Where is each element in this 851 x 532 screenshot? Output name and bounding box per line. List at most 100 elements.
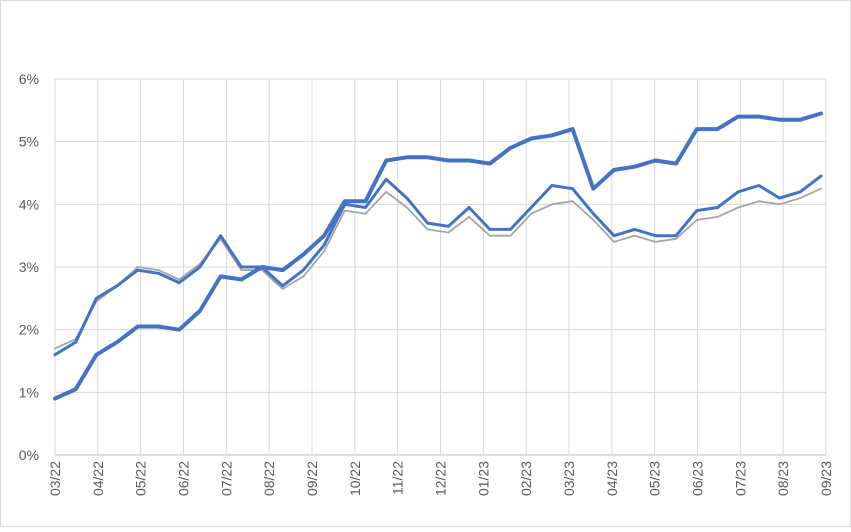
- series-2-point: [592, 212, 595, 215]
- series-3-point: [696, 219, 698, 221]
- series-1-point: [74, 388, 77, 391]
- series-2-point: [675, 234, 677, 237]
- y-axis-tick-labels: 0% 1% 2% 3% 4% 5% 6%: [19, 71, 39, 463]
- x-tick-label: 05/23: [647, 461, 663, 496]
- y-tick-label: 4%: [19, 196, 39, 212]
- x-tick-label: 07/22: [218, 461, 234, 496]
- series-3-point: [778, 203, 781, 206]
- series-1-point: [240, 278, 243, 281]
- series-1-point: [778, 118, 781, 121]
- series-2-point: [323, 244, 325, 246]
- x-tick-label: 09/23: [818, 461, 834, 496]
- series-3-point: [592, 219, 595, 221]
- series-2-point: [385, 178, 388, 181]
- series-1-point: [406, 156, 408, 159]
- series-1-point: [551, 134, 553, 137]
- x-tick-label: 08/22: [261, 461, 277, 496]
- series-3-point: [633, 234, 636, 237]
- series-2-point: [654, 234, 657, 237]
- series-1-point: [799, 118, 802, 121]
- series-1-point: [261, 266, 263, 268]
- series-3-point: [468, 216, 470, 218]
- x-tick-label: 03/22: [47, 461, 63, 496]
- series-1-point: [137, 325, 139, 328]
- series-3-point: [406, 206, 408, 209]
- series-3-point: [385, 191, 388, 193]
- x-tick-label: 05/22: [133, 461, 149, 496]
- series-2-point: [54, 353, 56, 356]
- y-tick-label: 0%: [19, 447, 39, 463]
- series-1-point: [281, 269, 284, 271]
- series-1-point: [737, 115, 739, 118]
- series-2-point: [406, 197, 408, 199]
- series-2-point: [178, 281, 180, 284]
- series-3-point: [551, 203, 553, 206]
- y-tick-label: 6%: [19, 71, 39, 87]
- y-tick-label: 1%: [19, 384, 39, 400]
- series-1-point: [820, 112, 822, 115]
- series-1-point: [178, 328, 180, 331]
- series-3-point: [261, 269, 263, 271]
- series-2-point: [468, 206, 470, 209]
- series-2-point: [240, 266, 243, 268]
- series-1-point: [364, 200, 367, 202]
- series-3-point: [447, 231, 450, 234]
- series-1-point: [54, 397, 56, 400]
- series-line-3: [54, 187, 822, 350]
- series-2-point: [95, 297, 98, 300]
- series-1-point: [302, 253, 305, 256]
- series-1-point: [95, 353, 98, 356]
- series-3-point: [302, 275, 305, 278]
- series-1-point: [592, 187, 595, 190]
- series-2-point: [509, 228, 512, 231]
- series-1-point: [323, 234, 325, 237]
- series-1-point: [675, 162, 677, 165]
- x-tick-label: 09/22: [304, 461, 320, 496]
- series-1-point: [613, 169, 615, 171]
- x-tick-label: 08/23: [775, 461, 791, 496]
- series-2-point: [737, 191, 739, 193]
- series-3-point: [799, 197, 802, 199]
- series-1-point: [571, 128, 574, 130]
- series-3-point: [820, 187, 822, 190]
- x-tick-label: 04/22: [90, 461, 106, 496]
- series-line-1: [53, 111, 823, 401]
- series-1-point: [116, 341, 118, 344]
- series-1-point: [199, 310, 201, 312]
- series-2-point: [74, 341, 77, 344]
- series-2-point: [696, 209, 698, 212]
- x-tick-label: 04/23: [604, 461, 620, 496]
- x-tick-label: 06/23: [690, 461, 706, 496]
- series-3-point: [758, 200, 760, 202]
- x-tick-label: 02/23: [518, 461, 534, 496]
- y-tick-label: 3%: [19, 259, 39, 275]
- series-2-point: [758, 184, 760, 187]
- series-2-point: [364, 206, 367, 209]
- series-1-point: [385, 159, 388, 162]
- x-tick-label: 01/23: [475, 461, 491, 496]
- series-3-point: [675, 238, 677, 240]
- series-3-point: [654, 241, 657, 243]
- series-2-point: [820, 175, 822, 177]
- series-1-point: [344, 200, 346, 202]
- series-2-point: [447, 225, 450, 228]
- series-3-point: [281, 288, 284, 290]
- series-2-point: [489, 228, 491, 231]
- series-3-point: [426, 228, 429, 231]
- series-2-point: [633, 228, 636, 231]
- series-2-point: [799, 191, 802, 193]
- series-3-point: [737, 206, 739, 209]
- series-1-point: [758, 115, 760, 118]
- series-2-point: [716, 206, 719, 209]
- series-3-point: [364, 212, 367, 215]
- series-2-point: [219, 234, 222, 237]
- series-2-point: [302, 269, 305, 271]
- series-3-point: [489, 234, 491, 237]
- series-3-point: [240, 269, 243, 271]
- series-1-point: [447, 159, 450, 162]
- y-tick-label: 5%: [19, 134, 39, 150]
- series-2-point: [426, 222, 429, 224]
